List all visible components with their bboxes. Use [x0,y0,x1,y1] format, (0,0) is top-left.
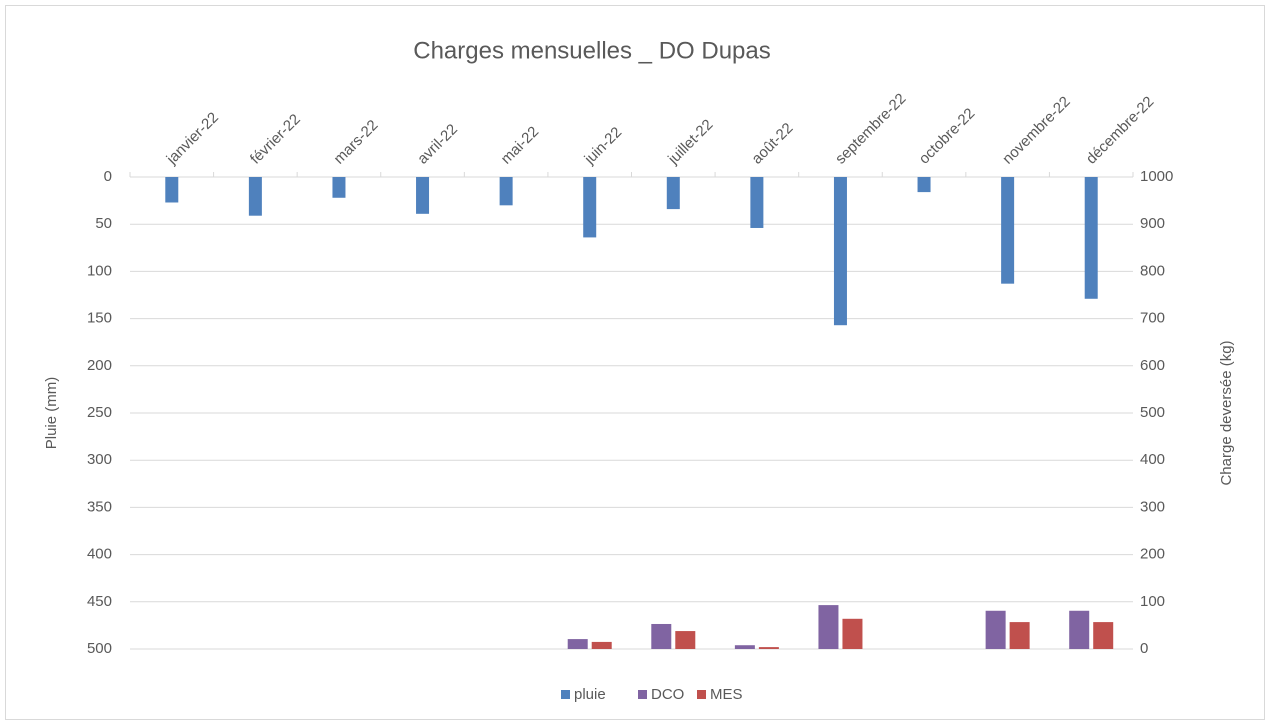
y-tick-label: 100 [87,262,112,279]
y2-tick-label: 1000 [1140,168,1173,185]
y-tick-label: 0 [104,168,112,185]
legend-swatch [697,690,706,699]
y2-tick-label: 800 [1140,262,1165,279]
bar [567,639,588,649]
y-tick-label: 300 [87,451,112,468]
chart-title: Charges mensuelles _ DO Dupas [413,37,771,64]
chart-border [5,5,1265,720]
bar [499,177,513,206]
y2-tick-label: 200 [1140,546,1165,563]
bar [332,177,346,198]
legend-swatch [561,690,570,699]
y-tick-label: 200 [87,357,112,374]
bar [842,618,863,649]
bar [734,645,755,649]
bar [591,641,612,649]
y2-tick-label: 300 [1140,498,1165,515]
bar [758,647,779,649]
bar [675,631,696,649]
bar [651,623,672,649]
y2-tick-label: 900 [1140,215,1165,232]
y-tick-label: 400 [87,546,112,563]
y-tick-label: 250 [87,404,112,421]
y2-tick-label: 500 [1140,404,1165,421]
bar [818,605,839,649]
bar [248,177,262,216]
y2-tick-label: 700 [1140,310,1165,327]
bar [1001,177,1015,284]
bar [165,177,179,203]
bar [1009,622,1030,649]
bar [666,177,680,210]
y2-tick-label: 100 [1140,593,1165,610]
y2-tick-label: 0 [1140,640,1148,657]
legend-label: MES [710,686,743,703]
y2-tick-label: 400 [1140,451,1165,468]
bar [1093,622,1114,649]
bar [985,610,1006,649]
y2-tick-label: 600 [1140,357,1165,374]
bar [583,177,597,238]
y-tick-label: 50 [95,215,112,232]
bar [917,177,931,193]
bar [1069,610,1090,649]
y-tick-label: 150 [87,310,112,327]
bar [833,177,847,326]
legend-label: DCO [651,686,684,703]
legend-swatch [638,690,647,699]
bar [750,177,764,228]
y-tick-label: 350 [87,498,112,515]
y-tick-label: 500 [87,640,112,657]
bar [416,177,430,214]
y-tick-label: 450 [87,593,112,610]
y2-axis-title: Charge deversée (kg) [1218,340,1235,485]
legend-label: pluie [574,686,606,703]
bar [1084,177,1098,299]
y-axis-title: Pluie (mm) [43,377,60,450]
